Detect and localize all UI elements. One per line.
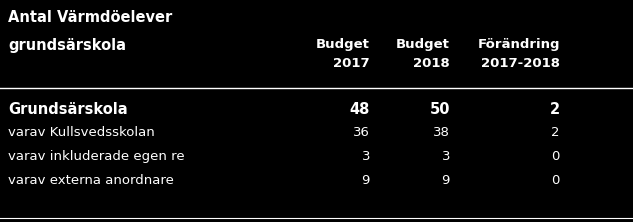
Text: 2: 2 [551,126,560,139]
Text: 3: 3 [361,150,370,163]
Text: 38: 38 [433,126,450,139]
Text: Budget: Budget [316,38,370,51]
Text: 2017-2018: 2017-2018 [481,57,560,70]
Text: grundsärskola: grundsärskola [8,38,126,53]
Text: 2017: 2017 [334,57,370,70]
Text: Budget: Budget [396,38,450,51]
Text: 36: 36 [353,126,370,139]
Text: Grundsärskola: Grundsärskola [8,102,128,117]
Text: 48: 48 [349,102,370,117]
Text: Antal Värmdöelever: Antal Värmdöelever [8,10,172,25]
Text: 50: 50 [430,102,450,117]
Text: 2: 2 [550,102,560,117]
Text: 0: 0 [551,174,560,187]
Text: 9: 9 [442,174,450,187]
Text: 2018: 2018 [413,57,450,70]
Text: varav externa anordnare: varav externa anordnare [8,174,174,187]
Text: varav Kullsvedsskolan: varav Kullsvedsskolan [8,126,154,139]
Text: 9: 9 [361,174,370,187]
Text: varav inkluderade egen re: varav inkluderade egen re [8,150,185,163]
Text: Förändring: Förändring [477,38,560,51]
Text: 3: 3 [441,150,450,163]
Text: 0: 0 [551,150,560,163]
